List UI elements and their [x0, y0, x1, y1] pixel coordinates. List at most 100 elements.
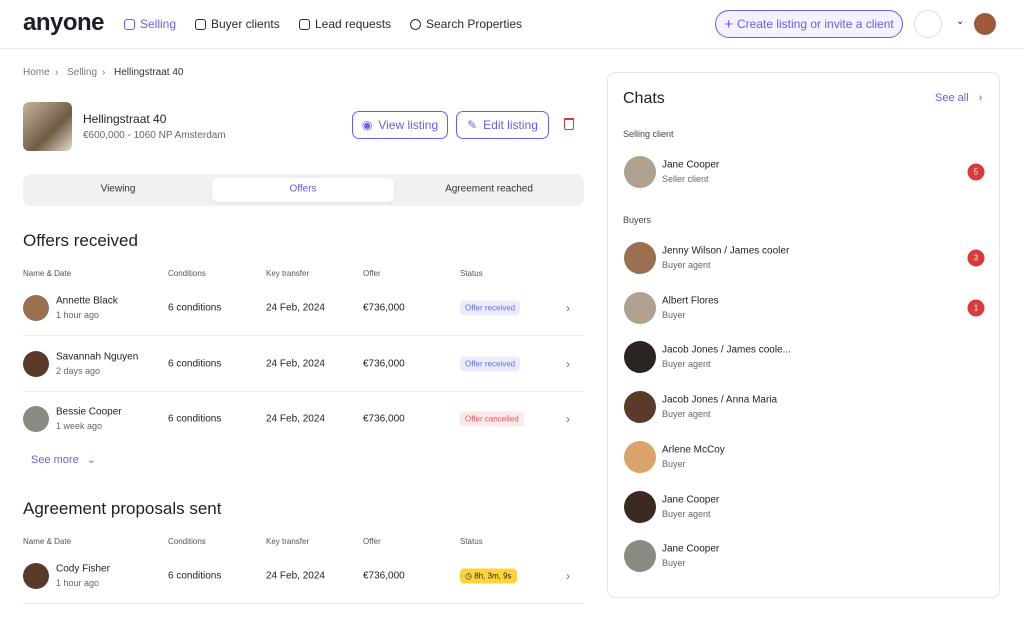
top-bar — [0, 0, 1024, 49]
breadcrumb-separator: › — [55, 67, 59, 78]
unread-badge: 1 — [967, 299, 985, 317]
link-label: See all — [935, 92, 969, 104]
chat-name: Jane Cooper — [662, 494, 720, 505]
status-pill: ◷ 8h, 3m, 9s — [460, 568, 517, 584]
listing-subtitle: €600,000 - 1060 NP Amsterdam — [83, 130, 226, 141]
row-chevron[interactable]: › — [566, 301, 570, 315]
column-header: Conditions — [168, 269, 206, 278]
button-label: View listing — [378, 118, 439, 132]
avatar — [624, 242, 656, 274]
chat-item[interactable] — [616, 286, 992, 330]
button-label: Edit listing — [483, 118, 538, 132]
column-header: Name & Date — [23, 269, 72, 278]
see-all-link[interactable]: See all › — [935, 92, 983, 104]
person-name: Annette Black — [56, 295, 118, 307]
time-ago: 1 hour ago — [56, 578, 100, 588]
key-transfer: 24 Feb, 2024 — [266, 302, 325, 314]
listing-photo — [23, 102, 72, 151]
chat-role: Buyer agent — [662, 359, 711, 370]
conditions: 6 conditions — [168, 302, 222, 314]
user-avatar[interactable] — [974, 13, 996, 35]
row-chevron[interactable]: › — [566, 569, 570, 583]
tab[interactable]: Agreement reached — [445, 183, 533, 195]
key-transfer: 24 Feb, 2024 — [266, 570, 325, 582]
row-separator — [23, 335, 584, 336]
unread-badge: 5 — [967, 163, 985, 181]
chat-item[interactable] — [616, 534, 992, 578]
avatar — [624, 156, 656, 188]
chat-role: Seller client — [662, 174, 709, 184]
person-name: Cody Fisher — [56, 563, 110, 575]
chat-role: Buyer — [662, 458, 686, 469]
offer-amount: €736,000 — [363, 302, 405, 314]
column-header: Status — [460, 269, 483, 278]
chat-item[interactable] — [616, 335, 992, 379]
avatar — [23, 563, 49, 589]
time-ago: 1 week ago — [56, 421, 103, 431]
status-pill: Offer received — [460, 356, 521, 371]
avatar — [23, 406, 49, 432]
group-label: Buyers — [623, 215, 652, 225]
chats-title: Chats — [623, 90, 665, 107]
time-ago: 1 hour ago — [56, 310, 100, 320]
conditions: 6 conditions — [168, 358, 222, 369]
row-chevron[interactable]: › — [566, 356, 570, 371]
chat-role: Buyer agent — [662, 409, 711, 420]
offer-amount: €736,000 — [363, 358, 405, 369]
status-pill: Offer received — [460, 300, 521, 316]
nav-label: Lead requests — [315, 17, 392, 31]
nav-item[interactable]: Search Properties — [410, 17, 522, 31]
breadcrumb-item[interactable]: Home — [23, 67, 50, 78]
active-tab — [212, 178, 394, 202]
chat-role: Buyer agent — [662, 508, 711, 519]
tab[interactable]: Viewing — [100, 183, 136, 195]
nav-item[interactable]: Buyer clients — [195, 17, 280, 31]
column-header: Offer — [363, 537, 381, 546]
person-name: Bessie Cooper — [56, 406, 122, 418]
tab[interactable]: Offers — [289, 183, 317, 195]
section-title: Offers received — [23, 231, 138, 250]
chat-item[interactable] — [616, 485, 992, 529]
breadcrumb-separator: › — [102, 67, 106, 78]
view-listing-button[interactable]: ◉ View listing — [352, 111, 448, 139]
edit-listing-button[interactable]: ✎ Edit listing — [456, 111, 549, 139]
chat-name: Jenny Wilson / James cooler — [662, 245, 790, 257]
chat-role: Buyer — [662, 558, 686, 569]
avatar — [624, 341, 656, 374]
chat-item[interactable] — [616, 236, 992, 280]
chat-name: Jane Cooper — [662, 543, 720, 555]
chat-name: Jane Cooper — [662, 159, 720, 171]
column-header: Offer — [363, 269, 381, 278]
column-header: Name & Date — [23, 537, 72, 546]
see-more-link[interactable]: See more ⌄ — [31, 454, 96, 466]
chat-name: Jacob Jones / Anna Maria — [662, 394, 778, 406]
avatar — [23, 295, 49, 321]
offer-amount: €736,000 — [363, 413, 405, 425]
avatar — [23, 350, 49, 377]
chat-item[interactable] — [616, 435, 992, 479]
column-header: Conditions — [168, 537, 206, 546]
key-transfer: 24 Feb, 2024 — [266, 358, 325, 369]
chat-item[interactable] — [616, 150, 992, 194]
nav-item[interactable]: Selling — [124, 17, 176, 31]
delete-button[interactable] — [564, 118, 574, 130]
logo[interactable]: anyone — [23, 9, 105, 36]
conditions: 6 conditions — [168, 413, 222, 425]
nav-label: Selling — [140, 17, 177, 31]
messages-button[interactable] — [914, 10, 942, 38]
create-button[interactable]: + Create listing or invite a client — [715, 10, 903, 38]
nav-item[interactable]: Lead requests — [299, 17, 391, 31]
chats-panel — [607, 72, 1000, 598]
row-chevron[interactable]: › — [566, 412, 570, 426]
breadcrumb-item[interactable]: Selling — [67, 67, 98, 78]
column-header: Key transfer — [266, 269, 310, 278]
row-separator — [23, 603, 584, 604]
chat-item[interactable] — [616, 385, 992, 429]
group-label: Selling client — [623, 129, 674, 139]
person-name: Savannah Nguyen — [56, 351, 139, 362]
listing-title: Hellingstraat 40 — [83, 112, 167, 126]
menu-caret[interactable]: ⌄ — [956, 16, 965, 27]
nav-label: Search Properties — [426, 17, 523, 31]
nav-label: Buyer clients — [211, 17, 280, 31]
status-pill: Offer cancelled — [460, 411, 524, 427]
